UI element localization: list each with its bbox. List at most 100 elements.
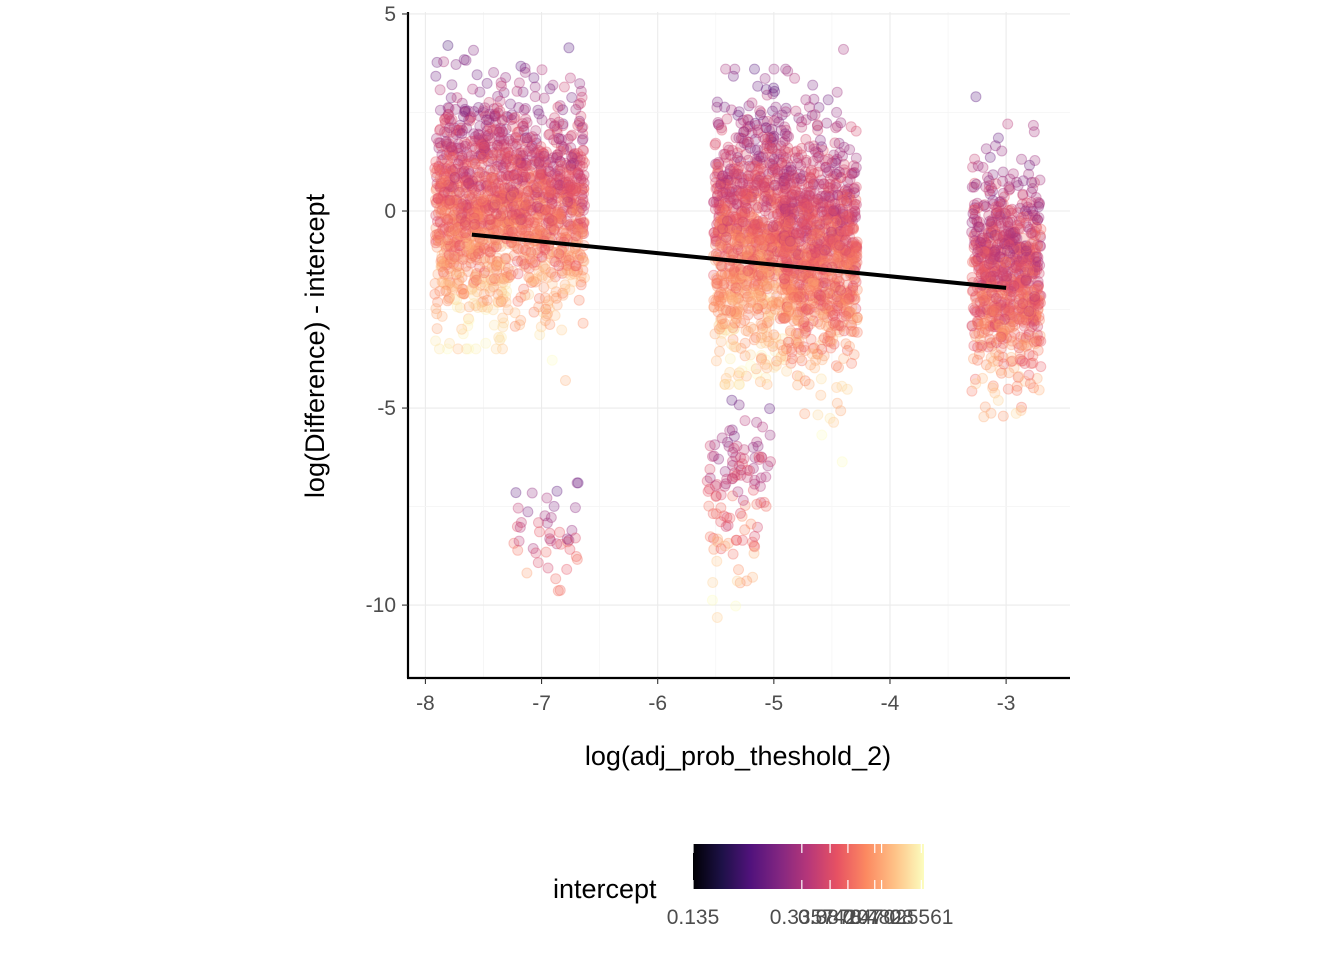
data-point (460, 181, 472, 193)
data-point (548, 500, 560, 512)
data-point (571, 553, 583, 565)
data-point (447, 165, 459, 177)
data-point (473, 110, 485, 122)
data-point (502, 170, 514, 182)
data-point (450, 236, 462, 248)
data-point (464, 193, 476, 205)
data-point (444, 194, 456, 206)
data-point (807, 79, 819, 91)
data-point (768, 63, 780, 75)
data-point (807, 297, 819, 309)
data-point (1017, 188, 1029, 200)
data-point (441, 194, 453, 206)
data-point (760, 201, 772, 213)
data-point (458, 54, 470, 66)
data-point (473, 102, 484, 113)
data-point (499, 181, 511, 193)
data-point (481, 181, 493, 193)
data-point (465, 150, 477, 161)
data-point (475, 198, 487, 210)
data-point (443, 109, 454, 121)
data-point (830, 216, 842, 228)
data-point (492, 90, 504, 102)
data-point (1024, 378, 1036, 390)
data-point (481, 171, 492, 183)
data-point (477, 295, 489, 307)
data-point (448, 213, 460, 225)
data-point (786, 353, 798, 365)
data-point (458, 162, 470, 174)
data-point (450, 222, 462, 234)
data-point (738, 126, 750, 138)
data-point (502, 193, 514, 205)
data-point (473, 207, 484, 219)
data-point (559, 283, 571, 295)
data-point (461, 199, 473, 211)
data-point (486, 261, 498, 273)
data-point (479, 138, 491, 150)
data-point (493, 141, 505, 153)
data-point (512, 268, 524, 280)
data-point (441, 138, 453, 150)
data-point (431, 133, 442, 144)
data-point (577, 144, 589, 156)
data-point (500, 123, 512, 135)
data-point (987, 305, 999, 317)
data-point (844, 173, 856, 185)
data-point (457, 168, 469, 180)
data-point (484, 122, 496, 133)
data-point (992, 333, 1004, 345)
data-point (460, 239, 472, 251)
data-point (495, 203, 507, 215)
data-point (442, 254, 454, 266)
data-point (512, 502, 524, 514)
data-point (572, 167, 584, 179)
data-point (724, 353, 736, 365)
data-point (765, 456, 776, 468)
data-point (441, 127, 453, 139)
data-point (462, 214, 473, 226)
data-point (550, 573, 562, 585)
data-point (463, 208, 475, 220)
data-point (442, 176, 454, 188)
data-point (443, 256, 455, 268)
data-point (442, 213, 454, 225)
data-point (468, 275, 480, 287)
data-point (477, 134, 489, 146)
data-point (539, 259, 551, 271)
data-point (502, 223, 514, 235)
data-point (463, 313, 474, 325)
data-point (787, 169, 799, 181)
data-point (451, 261, 463, 273)
data-point (430, 209, 442, 221)
data-point (472, 244, 484, 255)
data-point (571, 206, 583, 217)
data-point (972, 246, 983, 258)
data-point (443, 102, 455, 114)
data-point (497, 126, 509, 138)
data-point (466, 192, 478, 204)
data-point (980, 143, 992, 155)
data-point (992, 232, 1004, 244)
data-point (453, 267, 465, 279)
data-point (439, 114, 451, 126)
x-tick-label: -4 (881, 692, 900, 715)
data-point (478, 194, 490, 206)
data-point (448, 174, 460, 185)
data-point (431, 178, 443, 190)
data-point (833, 362, 844, 373)
data-point (440, 237, 452, 249)
data-point (552, 585, 564, 597)
data-point (495, 211, 507, 223)
data-point (476, 159, 488, 171)
data-point (474, 279, 486, 291)
data-point (978, 232, 990, 244)
data-point (789, 185, 801, 197)
data-point (489, 110, 501, 122)
data-point (497, 223, 509, 235)
data-point (785, 206, 797, 218)
data-point (804, 186, 816, 198)
data-point (841, 225, 853, 237)
data-point (430, 237, 442, 249)
data-point (460, 225, 472, 237)
